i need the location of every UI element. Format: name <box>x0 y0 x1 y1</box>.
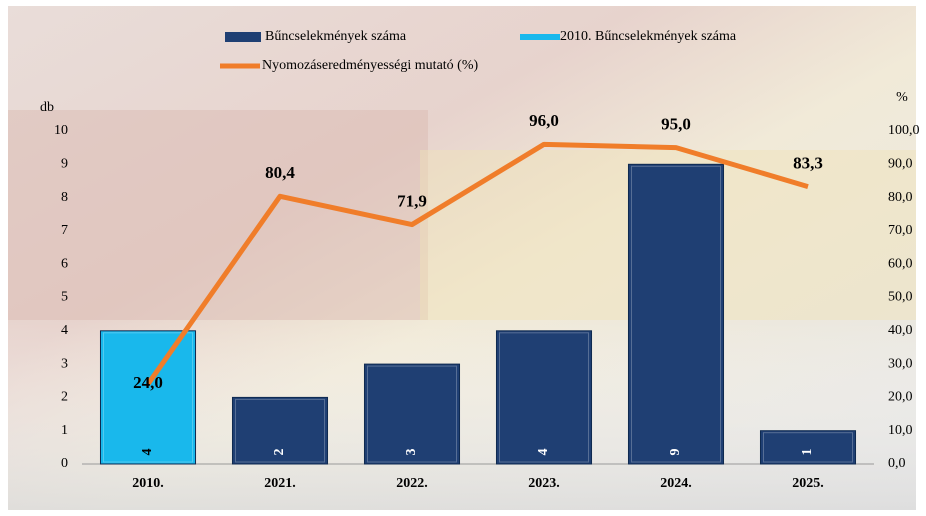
y-tick-label: 4 <box>61 323 68 338</box>
y2-tick-label: 30,0 <box>888 356 913 371</box>
line-value-label: 95,0 <box>661 115 691 134</box>
x-tick-label: 2025. <box>792 476 824 491</box>
legend-label: Nyomozáseredményességi mutató (%) <box>262 58 478 73</box>
bar-value-label: 2 <box>272 449 287 456</box>
bar-value-label: 9 <box>668 449 683 456</box>
y2-tick-label: 60,0 <box>888 256 913 271</box>
line-value-label: 71,9 <box>397 191 427 210</box>
x-tick-label: 2022. <box>396 476 428 491</box>
y-tick-label: 6 <box>61 256 68 271</box>
y2-tick-label: 10,0 <box>888 423 913 438</box>
bar <box>628 164 723 464</box>
bar-value-label: 4 <box>140 449 155 456</box>
x-tick-label: 2010. <box>132 476 164 491</box>
y-tick-label: 8 <box>61 190 68 205</box>
line-value-label: 80,4 <box>265 163 295 182</box>
bar-value-label: 1 <box>800 449 815 456</box>
y2-tick-label: 90,0 <box>888 157 913 172</box>
y2-tick-label: 70,0 <box>888 223 913 238</box>
y2-tick-label: 50,0 <box>888 290 913 305</box>
y-axis-label: db <box>40 100 54 115</box>
y-tick-label: 2 <box>61 390 68 405</box>
x-tick-label: 2023. <box>528 476 560 491</box>
y-tick-label: 10 <box>54 123 68 138</box>
x-tick-label: 2024. <box>660 476 692 491</box>
y2-tick-label: 80,0 <box>888 190 913 205</box>
bar <box>100 331 195 464</box>
y2-tick-label: 100,0 <box>888 123 920 138</box>
bar-value-label: 3 <box>404 449 419 456</box>
bar <box>760 431 855 464</box>
y-tick-label: 5 <box>61 290 68 305</box>
y-tick-label: 0 <box>61 456 68 471</box>
line-value-label: 24,0 <box>133 373 163 392</box>
y2-tick-label: 0,0 <box>888 456 906 471</box>
legend-label: Bűncselekmények száma <box>265 29 407 44</box>
legend-swatch <box>225 32 261 42</box>
chart: db % 0123456789100,010,020,030,040,050,0… <box>0 0 926 516</box>
y-tick-label: 1 <box>61 423 68 438</box>
bar-value-label: 4 <box>536 449 551 456</box>
y2-tick-label: 40,0 <box>888 323 913 338</box>
legend-swatch <box>220 64 260 69</box>
y2-tick-label: 20,0 <box>888 390 913 405</box>
legend-label: 2010. Bűncselekmények száma <box>560 29 737 44</box>
legend-swatch <box>520 34 560 40</box>
line-value-label: 83,3 <box>793 154 823 173</box>
y-tick-label: 9 <box>61 157 68 172</box>
line-value-label: 96,0 <box>529 111 559 130</box>
y2-axis-label: % <box>896 90 908 105</box>
y-tick-label: 3 <box>61 356 68 371</box>
x-tick-label: 2021. <box>264 476 296 491</box>
bar <box>496 331 591 464</box>
y-tick-label: 7 <box>61 223 68 238</box>
